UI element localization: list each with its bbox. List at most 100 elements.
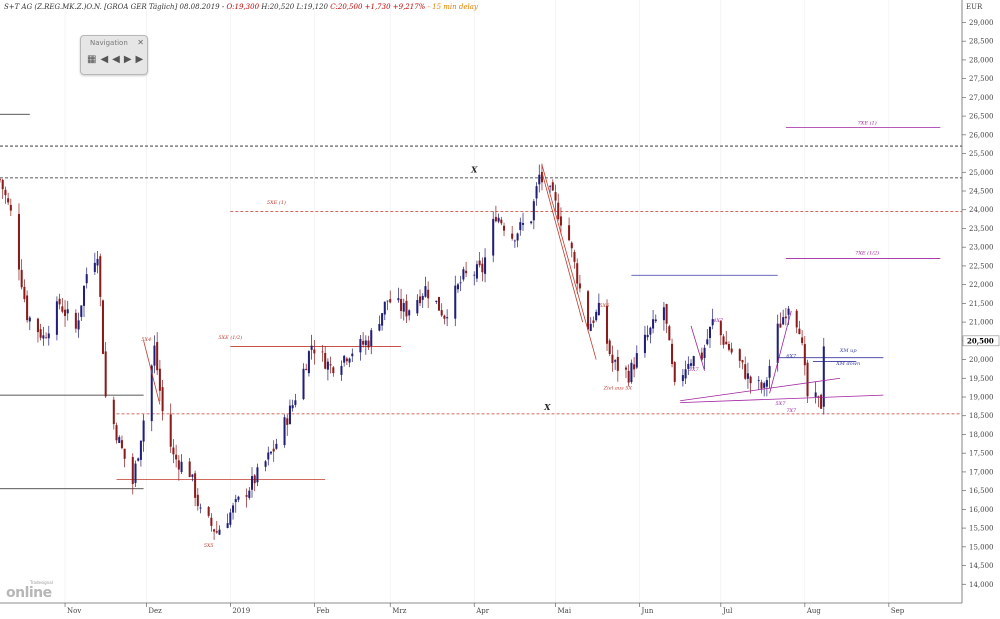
x-tick-label: Mai — [558, 607, 572, 615]
grid-icon[interactable]: ▦ — [87, 54, 101, 65]
price-axis[interactable]: EUR 29,000 28,500 28,000 27,500 27,000 26,500 2… — [961, 0, 1000, 603]
candle-body — [814, 392, 817, 397]
candles — [0, 163, 825, 540]
candle-body — [795, 310, 798, 328]
candle-body — [437, 297, 441, 311]
candle-body — [207, 507, 210, 516]
rewind-icon[interactable]: ◀◀ — [100, 54, 124, 65]
y-tick-label: 29,000 — [969, 19, 994, 27]
candle-body — [370, 330, 373, 347]
candle-body — [256, 467, 259, 483]
candle-body — [532, 201, 535, 221]
candle-body — [329, 364, 332, 366]
annotation-label: XM down — [835, 361, 860, 367]
candle-body — [169, 414, 172, 447]
candle-body — [475, 264, 478, 279]
candle-body — [397, 298, 400, 301]
candle-body — [595, 311, 598, 321]
candle-body — [232, 505, 235, 513]
candle-body — [364, 340, 367, 346]
candle-body — [96, 258, 99, 266]
y-tick-label: 14,000 — [969, 581, 994, 589]
candle-body — [516, 233, 519, 241]
candle-body — [511, 233, 514, 239]
annotation-label: 7XE (1/2) — [855, 250, 879, 257]
candle-body — [80, 305, 83, 317]
candle-body — [381, 313, 384, 326]
candle-body — [36, 318, 39, 333]
candle-body — [253, 475, 256, 484]
annotation-label: 5X6 — [599, 303, 610, 309]
navigation-panel[interactable]: Navigation ✕ ▦◀◀▶▶ — [80, 35, 148, 75]
candle-body — [120, 440, 123, 449]
candle-body — [665, 304, 668, 324]
candle-body — [4, 189, 7, 196]
candle-body — [226, 523, 229, 528]
candle-body — [454, 285, 457, 319]
candle-body — [229, 512, 232, 525]
candle-body — [272, 448, 275, 452]
close-change-value: C:20,500 +1,730 +9,217% — [330, 3, 426, 11]
candle-body — [443, 315, 446, 319]
candle-body — [134, 463, 137, 483]
candle-body — [421, 295, 424, 300]
x-tick-label: 2019 — [232, 607, 250, 615]
candle-body — [478, 260, 481, 266]
candle-body — [592, 320, 595, 323]
candle-body — [283, 417, 286, 446]
candle-body — [652, 319, 655, 329]
candle-body — [817, 395, 820, 397]
annotation-label: 5X7 — [775, 401, 786, 407]
candle-body — [66, 309, 69, 314]
candle-body — [801, 337, 804, 344]
candle-body — [93, 262, 96, 272]
candle-body — [557, 202, 560, 220]
candle-body — [137, 458, 140, 461]
candle-body — [784, 316, 787, 319]
navigation-title: Navigation — [90, 39, 128, 47]
candle-body — [123, 448, 126, 459]
x-tick-label: Aug — [806, 607, 822, 615]
candle-body — [45, 337, 48, 339]
candle-body — [473, 274, 476, 276]
candle-body — [58, 298, 61, 305]
candle-body — [568, 225, 571, 241]
candle-body — [700, 352, 703, 360]
candle-body — [158, 368, 161, 391]
y-tick-label: 24,000 — [969, 206, 994, 214]
candle-body — [378, 323, 381, 331]
y-tick-label: 21,500 — [969, 300, 994, 308]
candle-body — [191, 474, 194, 477]
candle-body — [245, 495, 248, 497]
y-tick-label: 25,000 — [969, 169, 994, 177]
candle-body — [782, 317, 785, 325]
candle-body — [711, 319, 714, 326]
trend-line — [541, 164, 597, 360]
candle-body — [188, 461, 191, 477]
y-tick-label: 27,000 — [969, 94, 994, 102]
fast-forward-icon[interactable]: ▶▶ — [123, 54, 148, 65]
candle-body — [456, 284, 459, 290]
candle-body — [288, 405, 291, 425]
time-axis[interactable]: Nov Dez 2019 Feb Mrz Apr Mai Jun Jul Aug Sep — [0, 602, 962, 615]
y-tick-label: 28,000 — [969, 56, 994, 64]
candle-body — [402, 303, 405, 312]
close-icon[interactable]: ✕ — [137, 38, 144, 47]
x-tick-label: Sep — [891, 607, 905, 615]
candle-body — [424, 286, 427, 297]
candle-body — [348, 358, 351, 363]
candle-body — [616, 356, 619, 371]
candle-body — [519, 222, 522, 231]
candle-body — [462, 269, 465, 280]
candle-body — [324, 352, 327, 369]
candle-body — [757, 380, 760, 382]
last-price-box — [962, 335, 1000, 347]
candle-body — [605, 305, 609, 344]
candle-body — [787, 308, 790, 315]
candle-body — [446, 317, 449, 319]
y-tick-label: 25,500 — [969, 150, 994, 158]
candle-body — [400, 299, 403, 311]
candle-body — [248, 490, 251, 498]
candle-body — [156, 342, 159, 371]
